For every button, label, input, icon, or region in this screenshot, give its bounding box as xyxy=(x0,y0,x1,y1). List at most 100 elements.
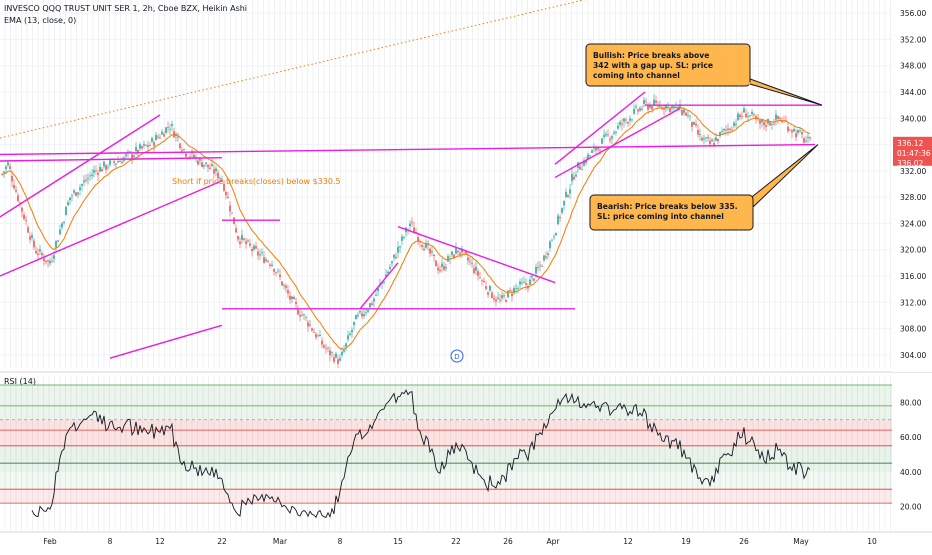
candle-body xyxy=(363,314,365,317)
candle-body xyxy=(787,126,789,132)
candle-body xyxy=(223,183,225,191)
candle-body xyxy=(119,161,121,162)
time-tick-label: 22 xyxy=(451,537,461,546)
candle-body xyxy=(739,114,741,117)
candle-body xyxy=(431,251,433,253)
indicator-label-rsi[interactable]: RSI (14) xyxy=(4,377,36,386)
candle-body xyxy=(483,280,485,283)
candle-body xyxy=(209,167,211,169)
candle-body xyxy=(143,143,145,146)
annotation-short-note[interactable]: Short if price breaks(closes) below $330… xyxy=(172,177,341,186)
candle-body xyxy=(13,184,15,189)
candle-body xyxy=(737,113,739,120)
candle-body xyxy=(377,287,379,291)
rsi-zone-overbought xyxy=(0,385,892,420)
candle-body xyxy=(799,130,801,132)
candle-body xyxy=(285,285,287,288)
trendline[interactable] xyxy=(0,114,161,218)
price-tick-label: 324.00 xyxy=(900,219,926,228)
indicator-label-ema[interactable]: EMA (13, close, 0) xyxy=(4,16,77,25)
candle-body xyxy=(101,169,103,172)
price-axis[interactable]: 304.00 308.00 312.00 316.00 320.00 324.00 328.… xyxy=(892,0,932,372)
candle-body xyxy=(205,162,207,164)
candle-body xyxy=(729,128,731,130)
candle-body xyxy=(221,178,223,180)
candle-body xyxy=(491,292,493,299)
candle-body xyxy=(87,178,89,180)
candle-body xyxy=(507,290,509,298)
trendline[interactable] xyxy=(554,91,646,165)
candle-body xyxy=(393,254,395,258)
candle-body xyxy=(755,116,757,120)
candle-body xyxy=(683,109,685,113)
candle-body xyxy=(169,128,171,130)
candle-body xyxy=(687,115,689,117)
candle-body xyxy=(23,214,25,220)
candle-body xyxy=(235,228,237,233)
candle-body xyxy=(141,146,143,149)
candle-body xyxy=(105,165,107,170)
candle-body xyxy=(453,254,455,259)
candle-body xyxy=(615,131,617,133)
time-tick-label: 19 xyxy=(681,537,691,546)
candle-body xyxy=(427,244,429,246)
trendline[interactable] xyxy=(397,226,556,284)
rsi-tick-label: 60.00 xyxy=(900,433,922,442)
candle-body xyxy=(501,295,503,299)
candle-body xyxy=(753,114,755,116)
time-tick-label: 26 xyxy=(739,537,749,546)
rsi-line xyxy=(31,389,811,519)
trendline[interactable] xyxy=(0,180,223,277)
candle-body xyxy=(547,253,549,255)
time-axis[interactable]: Feb 8 12 22 Mar 8 15 22 26 Apr 12 19 26 May 10 xyxy=(0,531,932,546)
candle-body xyxy=(457,250,459,253)
candle-body xyxy=(361,313,363,317)
trendline[interactable] xyxy=(0,157,223,162)
candle-body xyxy=(271,264,273,267)
candle-body xyxy=(619,122,621,125)
candle-body xyxy=(321,340,323,345)
candle-body xyxy=(495,299,497,302)
candle-body xyxy=(721,131,723,132)
candle-body xyxy=(317,335,319,337)
candle-body xyxy=(715,137,717,141)
candle-body xyxy=(245,241,247,245)
candle-body xyxy=(331,352,333,354)
candle-body xyxy=(571,173,573,182)
trendline[interactable] xyxy=(0,143,816,156)
candle-body xyxy=(645,101,647,103)
candle-body xyxy=(313,332,315,333)
trendline[interactable] xyxy=(554,107,681,179)
candle-body xyxy=(231,212,233,214)
price-axis-bg xyxy=(892,0,932,372)
price-tick-label: 328.00 xyxy=(900,193,926,202)
candle-body xyxy=(387,271,389,274)
candle-body xyxy=(137,150,139,154)
candle-body xyxy=(585,160,587,163)
callout-bearish[interactable]: Bearish: Price breaks below 335.SL: pric… xyxy=(589,144,819,231)
candle-body xyxy=(69,197,71,200)
candle-body xyxy=(633,108,635,114)
time-tick-label: 26 xyxy=(503,537,513,546)
candle-body xyxy=(291,296,293,300)
trendline[interactable] xyxy=(359,262,399,310)
trendline[interactable] xyxy=(109,324,223,359)
candle-body xyxy=(679,104,681,109)
candle-body xyxy=(561,208,563,213)
candle-body xyxy=(259,254,261,256)
rsi-pane[interactable]: 20.00 40.00 60.00 80.00 xyxy=(0,373,932,533)
candle-body xyxy=(73,190,75,193)
candle-body xyxy=(641,108,643,110)
candle-body xyxy=(41,253,43,256)
candle-body xyxy=(139,144,141,149)
candle-body xyxy=(165,127,167,133)
candle-body xyxy=(461,248,463,253)
event-marker-d[interactable]: D xyxy=(450,349,464,363)
candle-body xyxy=(543,255,545,261)
candle-body xyxy=(99,166,101,172)
candle-body xyxy=(359,310,361,313)
